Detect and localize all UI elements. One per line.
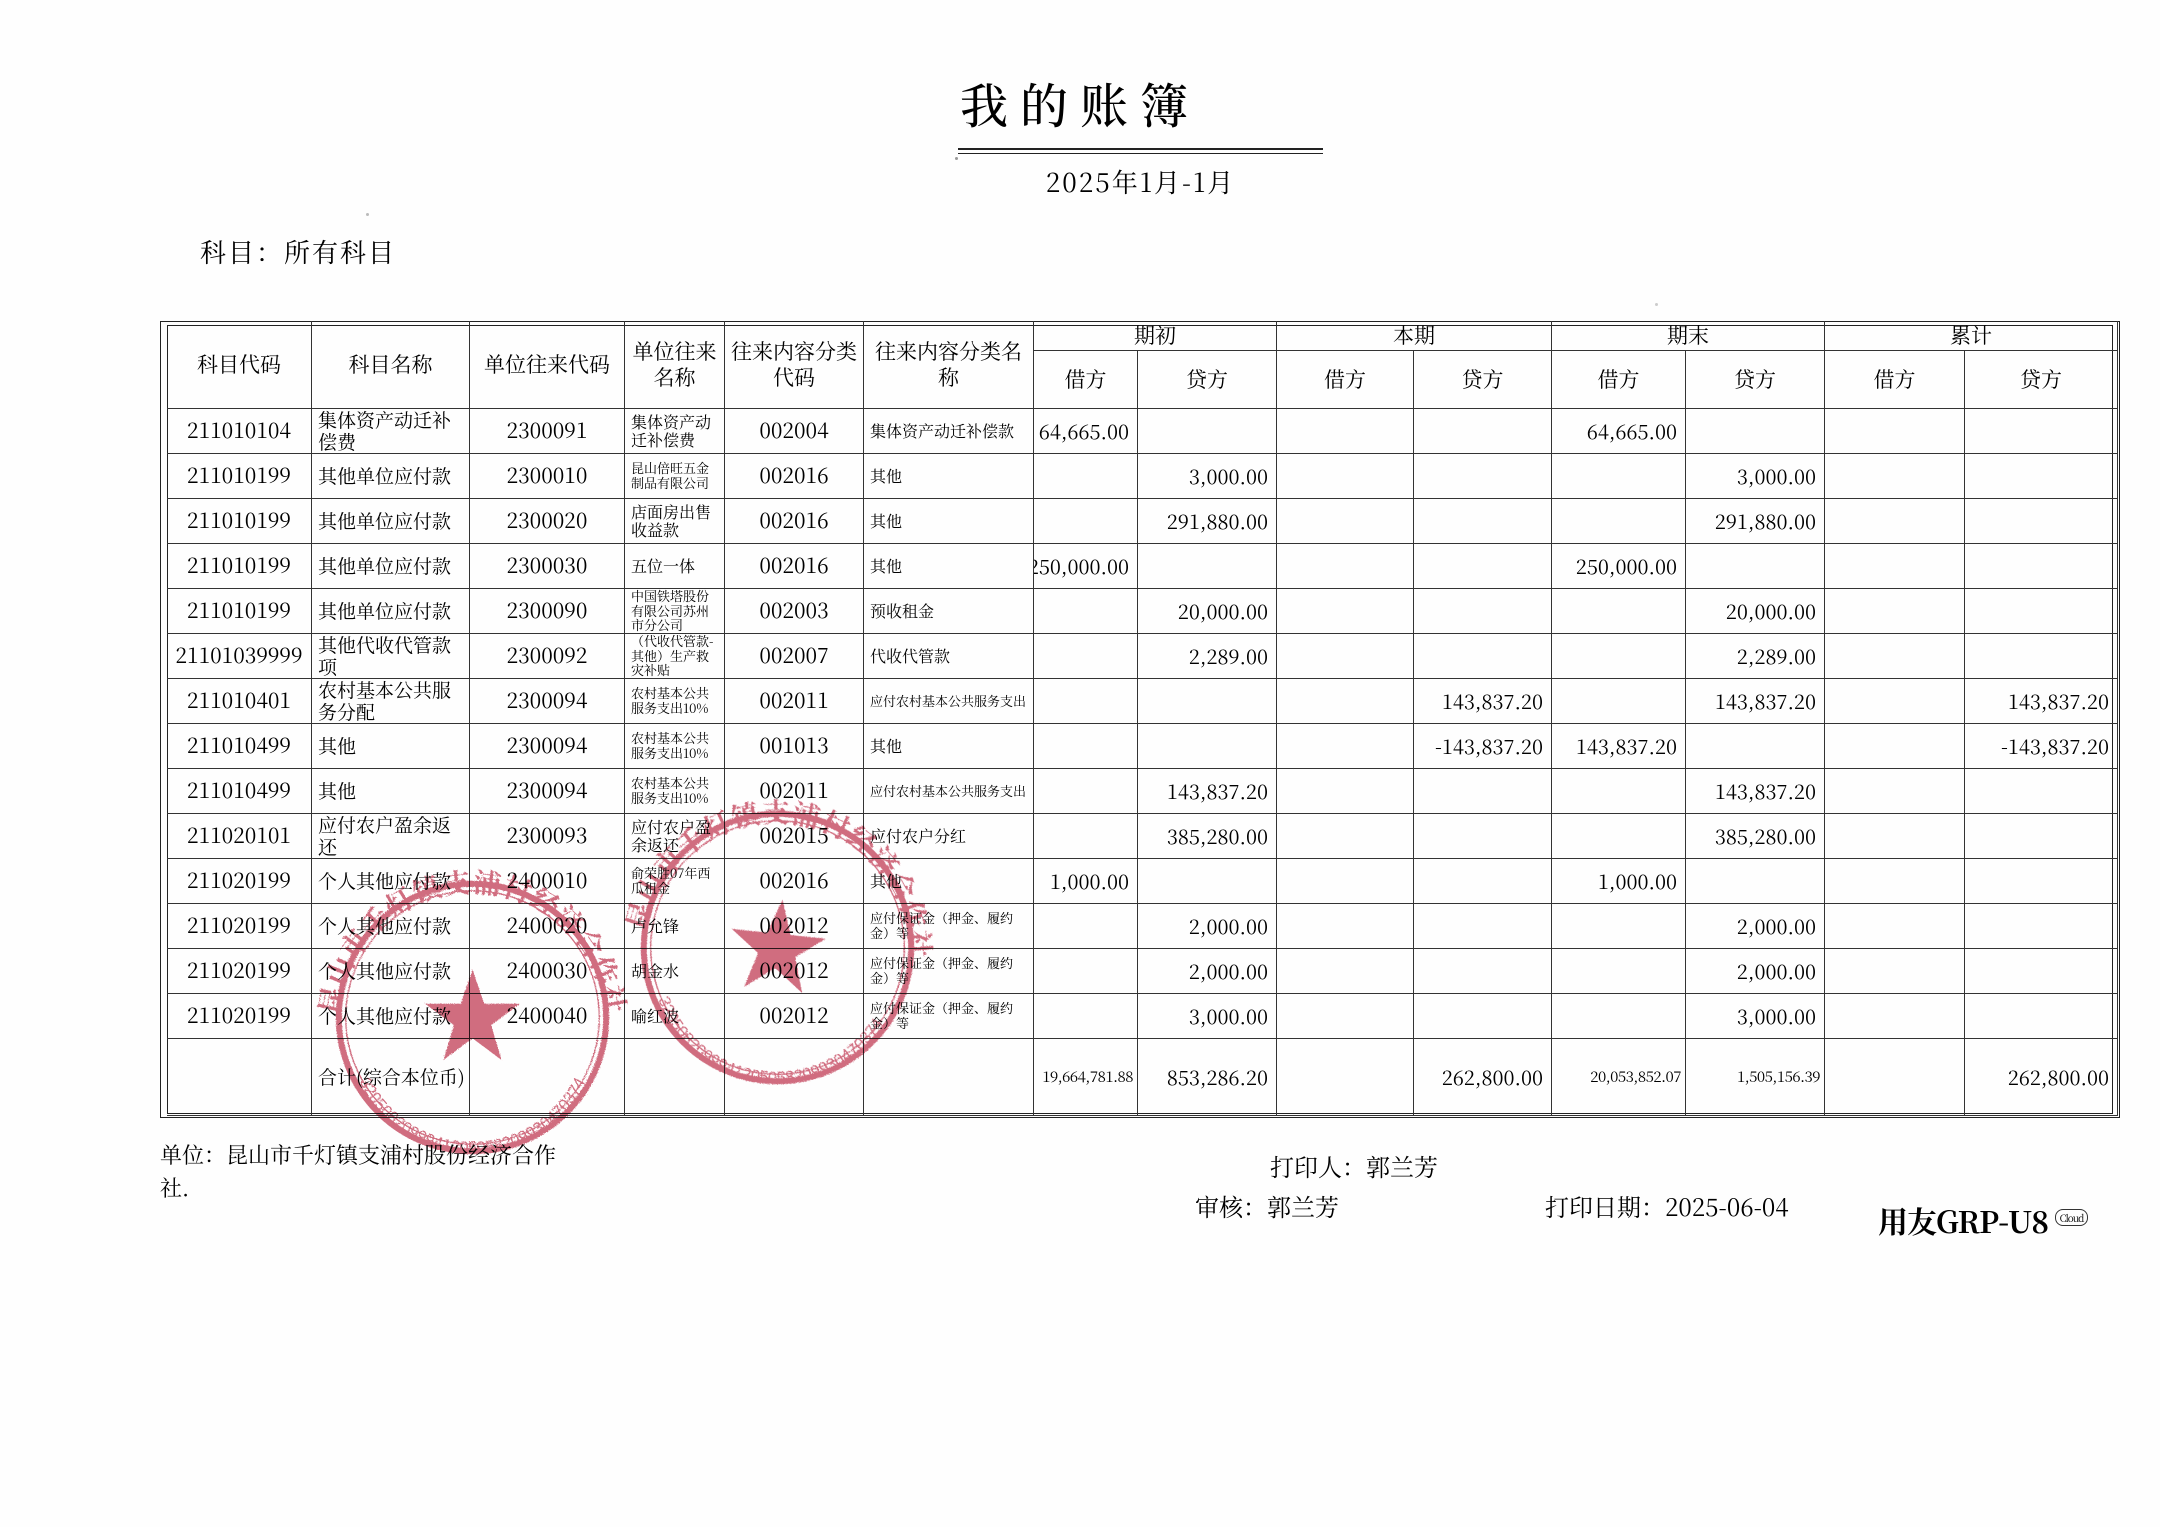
svg-text:320508209994120505820993047037: 3205082099941205058209930470374 bbox=[356, 1075, 590, 1157]
svg-text:320508209994120505820993047037: 3205082099941205058209930470374 bbox=[647, 992, 888, 1098]
